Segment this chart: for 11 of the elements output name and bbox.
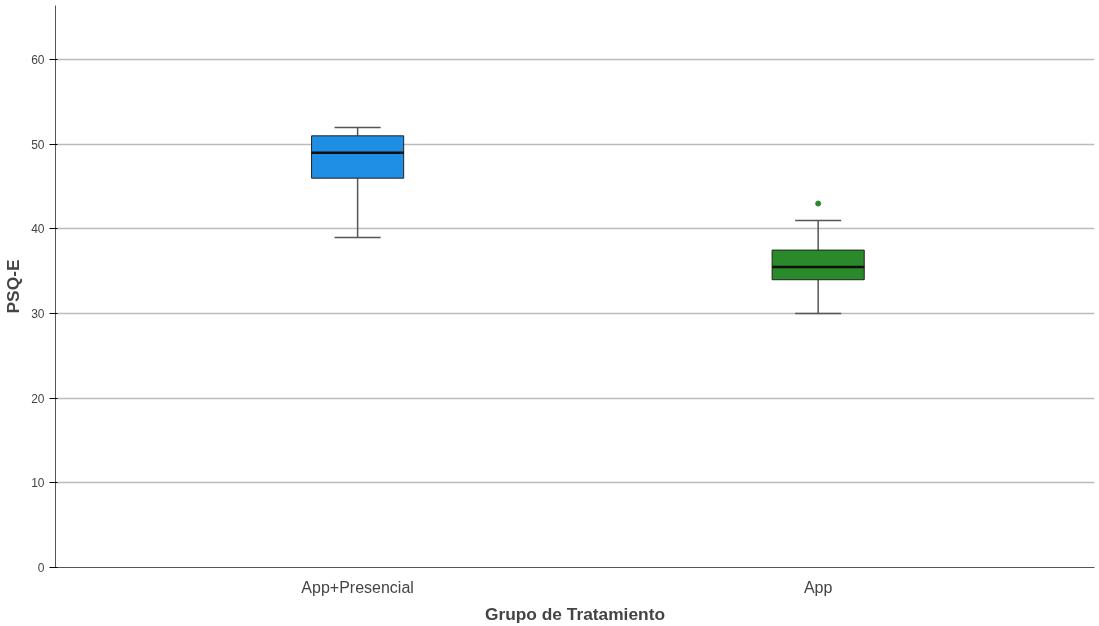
y-tick-label: 20 bbox=[31, 391, 45, 406]
y-tick-label: 40 bbox=[31, 222, 45, 237]
x-tick-label: App bbox=[803, 578, 833, 596]
y-tick-label: 60 bbox=[31, 53, 45, 68]
y-axis-title: PSQ-E bbox=[3, 259, 24, 314]
y-tick-label: 0 bbox=[37, 561, 45, 575]
x-axis-title: Grupo de Tratamiento bbox=[484, 603, 666, 624]
y-tick-label: 30 bbox=[31, 307, 45, 322]
y-tick-label: 50 bbox=[31, 137, 45, 152]
y-tick-label: 10 bbox=[31, 476, 45, 491]
x-tick-label: App+Presencial bbox=[301, 578, 414, 596]
